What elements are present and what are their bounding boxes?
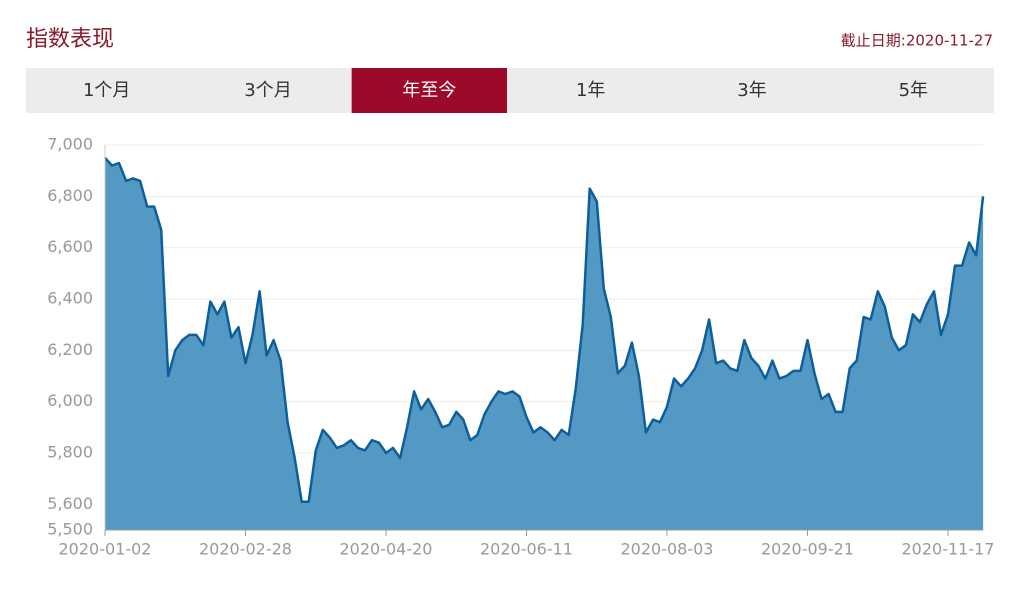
tab-label[interactable]: 1个月 <box>83 80 130 101</box>
x-tick-label: 2020-04-20 <box>340 540 433 559</box>
tab[interactable]: 3个月 <box>190 68 345 113</box>
x-tick-label: 2020-02-28 <box>199 540 292 559</box>
area-line <box>104 156 985 504</box>
tab-label[interactable]: 5年 <box>899 80 928 101</box>
x-tick-label: 2020-06-11 <box>480 540 573 559</box>
y-tick-label: 5,600 <box>47 494 93 513</box>
tab-bar <box>26 68 994 113</box>
area-fill <box>105 157 984 531</box>
y-tick-label: 7,000 <box>47 135 93 154</box>
tab[interactable]: 年至今 <box>351 68 507 113</box>
y-tick-label: 6,800 <box>47 186 93 205</box>
chart: 5,500 5,600 5,800 6,000 6,200 6,400 6,600 6,800… <box>47 135 994 559</box>
tab-background[interactable] <box>351 68 507 113</box>
x-tick-label: 2020-09-21 <box>761 540 854 559</box>
tab-label[interactable]: 年至今 <box>402 80 456 101</box>
tab[interactable]: 3年 <box>674 68 829 113</box>
y-tick-label: 5,800 <box>47 443 93 462</box>
as-of-date: 截止日期:2020-11-27 <box>841 32 993 50</box>
y-tick-label: 6,600 <box>47 237 93 256</box>
tab-label[interactable]: 3个月 <box>244 80 291 101</box>
tabs: 1个月 3个月 年至今 1年 3年 5年 <box>29 68 991 113</box>
tab-label[interactable]: 3年 <box>737 80 766 101</box>
y-tick-label: 6,400 <box>47 289 93 308</box>
x-tick-label: 2020-01-02 <box>59 540 152 559</box>
panel-title: 指数表现 <box>26 27 114 52</box>
y-tick-label: 6,200 <box>47 340 93 359</box>
tab[interactable]: 1年 <box>513 68 668 113</box>
tab-label[interactable]: 1年 <box>576 80 605 101</box>
y-tick-label: 5,500 <box>47 520 93 539</box>
tab[interactable]: 5年 <box>836 68 991 113</box>
tab[interactable]: 1个月 <box>29 68 184 113</box>
y-tick-label: 6,000 <box>47 391 93 410</box>
x-tick-label: 2020-11-17 <box>902 540 995 559</box>
x-tick-label: 2020-08-03 <box>621 540 714 559</box>
